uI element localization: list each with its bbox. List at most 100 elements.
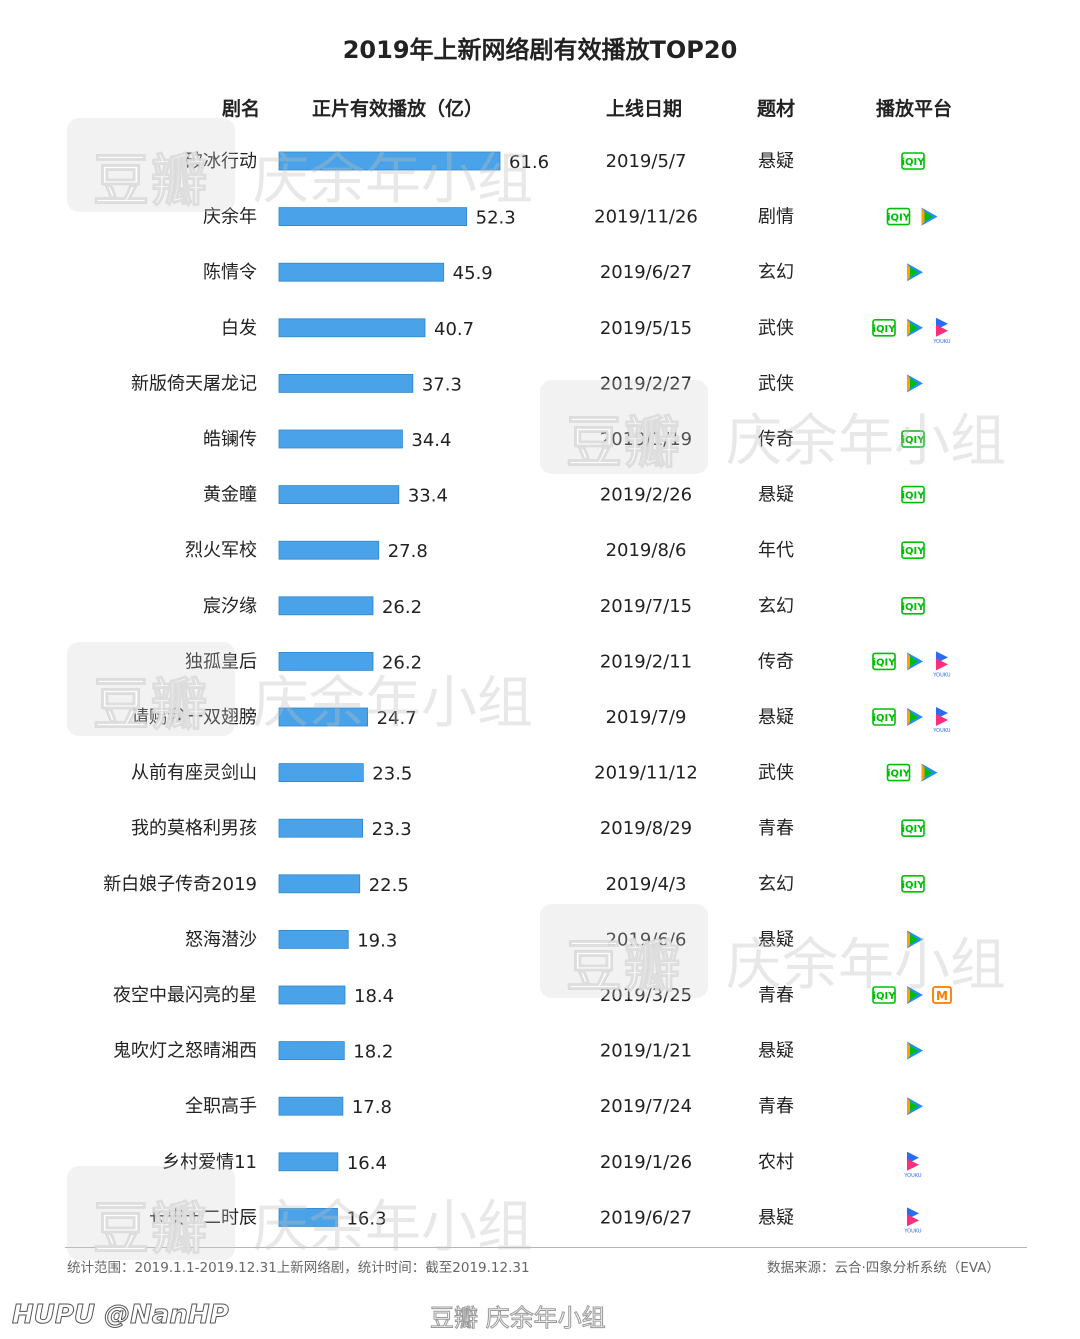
drama-name-label: 鬼吹灯之怒晴湘西 xyxy=(113,1041,257,1062)
header-plays: 正片有效播放（亿） xyxy=(312,98,484,120)
genre-label: 武侠 xyxy=(758,763,794,784)
drama-name-label: 新版倚天屠龙记 xyxy=(131,373,257,394)
play-value-label: 16.4 xyxy=(347,1153,387,1174)
tencent-logo-icon xyxy=(907,708,923,726)
footer-scope: 统计范围：2019.1.1-2019.12.31上新网络剧，统计时间：截至201… xyxy=(67,1260,530,1276)
release-date-label: 2019/3/25 xyxy=(600,985,692,1006)
svg-text:YOUKU: YOUKU xyxy=(932,728,951,734)
play-value-label: 16.3 xyxy=(346,1208,386,1229)
play-bar xyxy=(278,318,426,338)
genre-label: 青春 xyxy=(758,1096,794,1117)
svg-text:iQIY: iQIY xyxy=(873,713,897,724)
svg-text:iQIY: iQIY xyxy=(902,824,926,835)
play-value-label: 17.8 xyxy=(352,1097,392,1118)
play-value-label: 40.7 xyxy=(434,319,474,340)
release-date-label: 2019/7/24 xyxy=(600,1096,692,1117)
header-name: 剧名 xyxy=(222,98,261,120)
play-value-label: 37.3 xyxy=(422,374,462,395)
genre-label: 武侠 xyxy=(758,318,794,339)
svg-text:YOUKU: YOUKU xyxy=(932,672,951,678)
youku-logo-icon: YOUKU xyxy=(903,1207,922,1234)
play-bar xyxy=(278,1096,344,1116)
header-genre: 题材 xyxy=(757,98,796,120)
play-bar xyxy=(278,652,374,671)
drama-name-label: 乡村爱情11 xyxy=(162,1152,257,1173)
svg-text:iQIY: iQIY xyxy=(873,657,897,668)
tencent-logo-icon xyxy=(907,318,923,337)
drama-name-label: 黄金瞳 xyxy=(203,485,257,506)
drama-name-label: 我的莫格利男孩 xyxy=(131,818,257,839)
play-bar xyxy=(278,1041,345,1060)
release-date-label: 2019/6/27 xyxy=(600,1207,692,1228)
iqiyi-logo-icon: iQIY xyxy=(901,541,926,560)
tencent-logo-icon xyxy=(907,986,923,1004)
youku-logo-icon: YOUKU xyxy=(932,707,951,734)
svg-text:iQIY: iQIY xyxy=(902,491,926,502)
play-bar xyxy=(278,485,400,505)
play-value-label: 23.3 xyxy=(372,819,412,840)
play-bar xyxy=(278,763,364,782)
genre-label: 传奇 xyxy=(758,429,794,450)
play-value-label: 18.4 xyxy=(354,986,394,1007)
genre-label: 玄幻 xyxy=(758,596,794,617)
play-bar xyxy=(278,930,349,949)
drama-name-label: 新白娘子传奇2019 xyxy=(103,874,257,895)
genre-label: 年代 xyxy=(758,540,794,561)
release-date-label: 2019/6/6 xyxy=(606,929,687,950)
youku-logo-icon: YOUKU xyxy=(903,1151,922,1179)
drama-name-label: 请赐我一双翅膀 xyxy=(131,707,257,728)
play-value-label: 23.5 xyxy=(372,764,412,785)
iqiyi-logo-icon: iQIY xyxy=(901,819,926,838)
svg-text:iQIY: iQIY xyxy=(902,546,926,557)
mgtv-logo-icon: M xyxy=(932,986,952,1004)
drama-name-label: 庆余年 xyxy=(203,207,257,228)
drama-name-label: 全职高手 xyxy=(185,1096,257,1117)
svg-text:iQIY: iQIY xyxy=(902,435,926,446)
genre-label: 青春 xyxy=(758,985,794,1006)
release-date-label: 2019/5/7 xyxy=(606,151,687,172)
drama-name-label: 独孤皇后 xyxy=(185,651,257,672)
genre-label: 玄幻 xyxy=(758,874,794,895)
iqiyi-logo-icon: iQIY xyxy=(886,207,911,226)
drama-name-label: 皓镧传 xyxy=(203,429,257,450)
tencent-logo-icon xyxy=(907,374,923,393)
svg-text:iQIY: iQIY xyxy=(902,880,926,891)
iqiyi-logo-icon: iQIY xyxy=(872,652,897,671)
release-date-label: 2019/7/9 xyxy=(606,707,687,728)
release-date-label: 2019/2/26 xyxy=(600,485,692,506)
svg-text:YOUKU: YOUKU xyxy=(903,1173,922,1179)
release-date-label: 2019/2/27 xyxy=(600,373,692,394)
play-bar xyxy=(278,429,403,449)
release-date-label: 2019/1/19 xyxy=(600,429,692,450)
header-date: 上线日期 xyxy=(606,98,683,120)
drama-name-label: 夜空中最闪亮的星 xyxy=(113,985,257,1006)
watermark-bottom: 豆瓣 庆余年小组 xyxy=(430,1304,607,1333)
play-bar xyxy=(278,874,361,894)
genre-label: 悬疑 xyxy=(758,929,794,950)
drama-name-label: 怒海潜沙 xyxy=(185,929,257,950)
drama-name-label: 烈火军校 xyxy=(185,540,257,561)
svg-text:iQIY: iQIY xyxy=(887,769,911,780)
release-date-label: 2019/11/26 xyxy=(594,207,698,228)
drama-name-label: 宸汐缘 xyxy=(203,596,257,617)
svg-text:iQIY: iQIY xyxy=(902,157,926,168)
play-bar xyxy=(278,707,369,727)
genre-label: 剧情 xyxy=(758,207,794,228)
genre-label: 悬疑 xyxy=(758,151,794,172)
iqiyi-logo-icon: iQIY xyxy=(901,596,925,615)
release-date-label: 2019/6/27 xyxy=(600,262,692,283)
release-date-label: 2019/1/21 xyxy=(600,1041,692,1062)
genre-label: 悬疑 xyxy=(758,485,794,506)
credit-text: HUPU @NanHP xyxy=(12,1300,230,1331)
play-bar xyxy=(278,207,468,227)
release-date-label: 2019/4/3 xyxy=(606,874,687,895)
release-date-label: 2019/1/26 xyxy=(600,1152,692,1173)
iqiyi-logo-icon: iQIY xyxy=(901,485,926,504)
iqiyi-logo-icon: iQIY xyxy=(901,430,926,448)
play-bar xyxy=(278,818,363,838)
play-bar xyxy=(278,596,374,616)
tencent-logo-icon xyxy=(907,652,923,671)
chart-title: 2019年上新网络剧有效播放TOP20 xyxy=(342,36,738,64)
tencent-logo-icon xyxy=(921,207,938,226)
play-value-label: 24.7 xyxy=(377,708,417,729)
